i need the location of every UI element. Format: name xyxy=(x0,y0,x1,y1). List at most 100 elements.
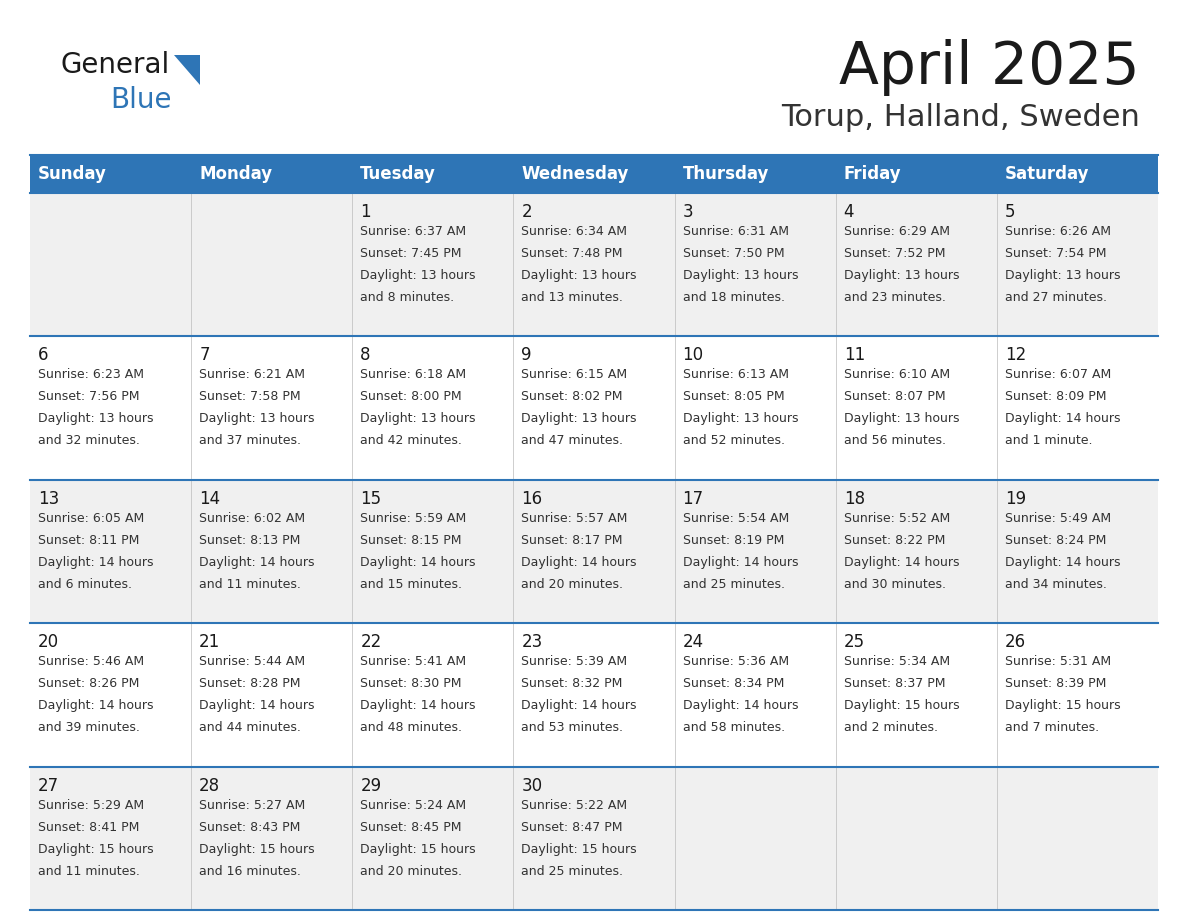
Text: Sunrise: 6:13 AM: Sunrise: 6:13 AM xyxy=(683,368,789,381)
Text: and 13 minutes.: and 13 minutes. xyxy=(522,291,624,304)
Text: 4: 4 xyxy=(843,203,854,221)
Text: 26: 26 xyxy=(1005,633,1026,651)
Text: Sunset: 8:22 PM: Sunset: 8:22 PM xyxy=(843,533,946,547)
Text: Daylight: 15 hours: Daylight: 15 hours xyxy=(522,843,637,856)
Text: and 20 minutes.: and 20 minutes. xyxy=(360,865,462,878)
Text: Sunset: 8:05 PM: Sunset: 8:05 PM xyxy=(683,390,784,403)
Text: Sunset: 8:28 PM: Sunset: 8:28 PM xyxy=(200,677,301,690)
Text: Torup, Halland, Sweden: Torup, Halland, Sweden xyxy=(782,104,1140,132)
Text: Sunrise: 5:59 AM: Sunrise: 5:59 AM xyxy=(360,512,467,525)
Text: Sunrise: 5:46 AM: Sunrise: 5:46 AM xyxy=(38,655,144,668)
Text: and 48 minutes.: and 48 minutes. xyxy=(360,722,462,734)
Text: Sunset: 8:15 PM: Sunset: 8:15 PM xyxy=(360,533,462,547)
Text: Sunrise: 6:31 AM: Sunrise: 6:31 AM xyxy=(683,225,789,238)
Text: Daylight: 14 hours: Daylight: 14 hours xyxy=(1005,555,1120,569)
Text: and 44 minutes.: and 44 minutes. xyxy=(200,722,301,734)
Text: Sunset: 7:58 PM: Sunset: 7:58 PM xyxy=(200,390,301,403)
Text: 28: 28 xyxy=(200,777,220,795)
Text: 12: 12 xyxy=(1005,346,1026,364)
Text: and 18 minutes.: and 18 minutes. xyxy=(683,291,784,304)
Text: Sunset: 7:48 PM: Sunset: 7:48 PM xyxy=(522,247,623,260)
Text: 29: 29 xyxy=(360,777,381,795)
Text: and 37 minutes.: and 37 minutes. xyxy=(200,434,301,447)
Text: and 1 minute.: and 1 minute. xyxy=(1005,434,1092,447)
Text: and 30 minutes.: and 30 minutes. xyxy=(843,577,946,591)
Text: and 25 minutes.: and 25 minutes. xyxy=(683,577,784,591)
Text: Sunset: 8:02 PM: Sunset: 8:02 PM xyxy=(522,390,623,403)
Text: Sunset: 8:00 PM: Sunset: 8:00 PM xyxy=(360,390,462,403)
Text: Sunset: 8:09 PM: Sunset: 8:09 PM xyxy=(1005,390,1106,403)
Text: Daylight: 13 hours: Daylight: 13 hours xyxy=(200,412,315,425)
Bar xyxy=(30,480,1158,623)
Text: Sunrise: 6:34 AM: Sunrise: 6:34 AM xyxy=(522,225,627,238)
Text: and 53 minutes.: and 53 minutes. xyxy=(522,722,624,734)
Text: Sunrise: 6:37 AM: Sunrise: 6:37 AM xyxy=(360,225,467,238)
Text: Sunrise: 5:49 AM: Sunrise: 5:49 AM xyxy=(1005,512,1111,525)
Text: and 6 minutes.: and 6 minutes. xyxy=(38,577,132,591)
Text: 1: 1 xyxy=(360,203,371,221)
Text: 3: 3 xyxy=(683,203,693,221)
Text: Sunrise: 5:54 AM: Sunrise: 5:54 AM xyxy=(683,512,789,525)
Text: Sunset: 8:43 PM: Sunset: 8:43 PM xyxy=(200,821,301,834)
Bar xyxy=(30,155,1158,193)
Text: Daylight: 13 hours: Daylight: 13 hours xyxy=(683,269,798,282)
Text: and 39 minutes.: and 39 minutes. xyxy=(38,722,140,734)
Text: Sunset: 7:45 PM: Sunset: 7:45 PM xyxy=(360,247,462,260)
Text: Sunrise: 6:18 AM: Sunrise: 6:18 AM xyxy=(360,368,467,381)
Text: and 11 minutes.: and 11 minutes. xyxy=(200,577,301,591)
Text: and 56 minutes.: and 56 minutes. xyxy=(843,434,946,447)
Bar xyxy=(30,336,1158,480)
Text: Daylight: 14 hours: Daylight: 14 hours xyxy=(360,555,475,569)
Text: and 27 minutes.: and 27 minutes. xyxy=(1005,291,1107,304)
Text: Sunrise: 6:15 AM: Sunrise: 6:15 AM xyxy=(522,368,627,381)
Text: Sunrise: 6:05 AM: Sunrise: 6:05 AM xyxy=(38,512,144,525)
Text: Daylight: 14 hours: Daylight: 14 hours xyxy=(200,700,315,712)
Text: Daylight: 13 hours: Daylight: 13 hours xyxy=(360,412,475,425)
Text: Daylight: 14 hours: Daylight: 14 hours xyxy=(522,700,637,712)
Text: Sunset: 8:45 PM: Sunset: 8:45 PM xyxy=(360,821,462,834)
Text: 21: 21 xyxy=(200,633,221,651)
Text: 16: 16 xyxy=(522,490,543,508)
Text: Sunrise: 6:26 AM: Sunrise: 6:26 AM xyxy=(1005,225,1111,238)
Text: Monday: Monday xyxy=(200,165,272,183)
Text: and 32 minutes.: and 32 minutes. xyxy=(38,434,140,447)
Text: Sunset: 8:30 PM: Sunset: 8:30 PM xyxy=(360,677,462,690)
Text: Sunrise: 5:52 AM: Sunrise: 5:52 AM xyxy=(843,512,950,525)
Text: 6: 6 xyxy=(38,346,49,364)
Text: and 2 minutes.: and 2 minutes. xyxy=(843,722,937,734)
Bar xyxy=(30,193,1158,336)
Text: Sunrise: 6:07 AM: Sunrise: 6:07 AM xyxy=(1005,368,1111,381)
Text: Daylight: 14 hours: Daylight: 14 hours xyxy=(200,555,315,569)
Text: and 16 minutes.: and 16 minutes. xyxy=(200,865,301,878)
Text: and 34 minutes.: and 34 minutes. xyxy=(1005,577,1107,591)
Text: and 15 minutes.: and 15 minutes. xyxy=(360,577,462,591)
Text: and 20 minutes.: and 20 minutes. xyxy=(522,577,624,591)
Text: Daylight: 14 hours: Daylight: 14 hours xyxy=(843,555,959,569)
Polygon shape xyxy=(173,55,200,85)
Text: Sunrise: 6:02 AM: Sunrise: 6:02 AM xyxy=(200,512,305,525)
Text: 25: 25 xyxy=(843,633,865,651)
Text: Daylight: 15 hours: Daylight: 15 hours xyxy=(360,843,476,856)
Text: Daylight: 13 hours: Daylight: 13 hours xyxy=(683,412,798,425)
Text: Sunrise: 5:24 AM: Sunrise: 5:24 AM xyxy=(360,799,467,812)
Text: Sunset: 8:39 PM: Sunset: 8:39 PM xyxy=(1005,677,1106,690)
Text: Sunrise: 6:23 AM: Sunrise: 6:23 AM xyxy=(38,368,144,381)
Text: April 2025: April 2025 xyxy=(840,39,1140,96)
Text: Daylight: 13 hours: Daylight: 13 hours xyxy=(360,269,475,282)
Text: and 47 minutes.: and 47 minutes. xyxy=(522,434,624,447)
Text: Sunset: 8:19 PM: Sunset: 8:19 PM xyxy=(683,533,784,547)
Text: Sunset: 7:50 PM: Sunset: 7:50 PM xyxy=(683,247,784,260)
Text: 11: 11 xyxy=(843,346,865,364)
Text: Sunset: 8:13 PM: Sunset: 8:13 PM xyxy=(200,533,301,547)
Text: Sunset: 8:11 PM: Sunset: 8:11 PM xyxy=(38,533,139,547)
Text: 15: 15 xyxy=(360,490,381,508)
Text: Sunset: 8:24 PM: Sunset: 8:24 PM xyxy=(1005,533,1106,547)
Text: and 42 minutes.: and 42 minutes. xyxy=(360,434,462,447)
Text: 19: 19 xyxy=(1005,490,1026,508)
Text: Friday: Friday xyxy=(843,165,902,183)
Text: and 25 minutes.: and 25 minutes. xyxy=(522,865,624,878)
Text: Sunrise: 5:57 AM: Sunrise: 5:57 AM xyxy=(522,512,627,525)
Text: and 11 minutes.: and 11 minutes. xyxy=(38,865,140,878)
Text: Sunset: 8:37 PM: Sunset: 8:37 PM xyxy=(843,677,946,690)
Text: Daylight: 14 hours: Daylight: 14 hours xyxy=(683,700,798,712)
